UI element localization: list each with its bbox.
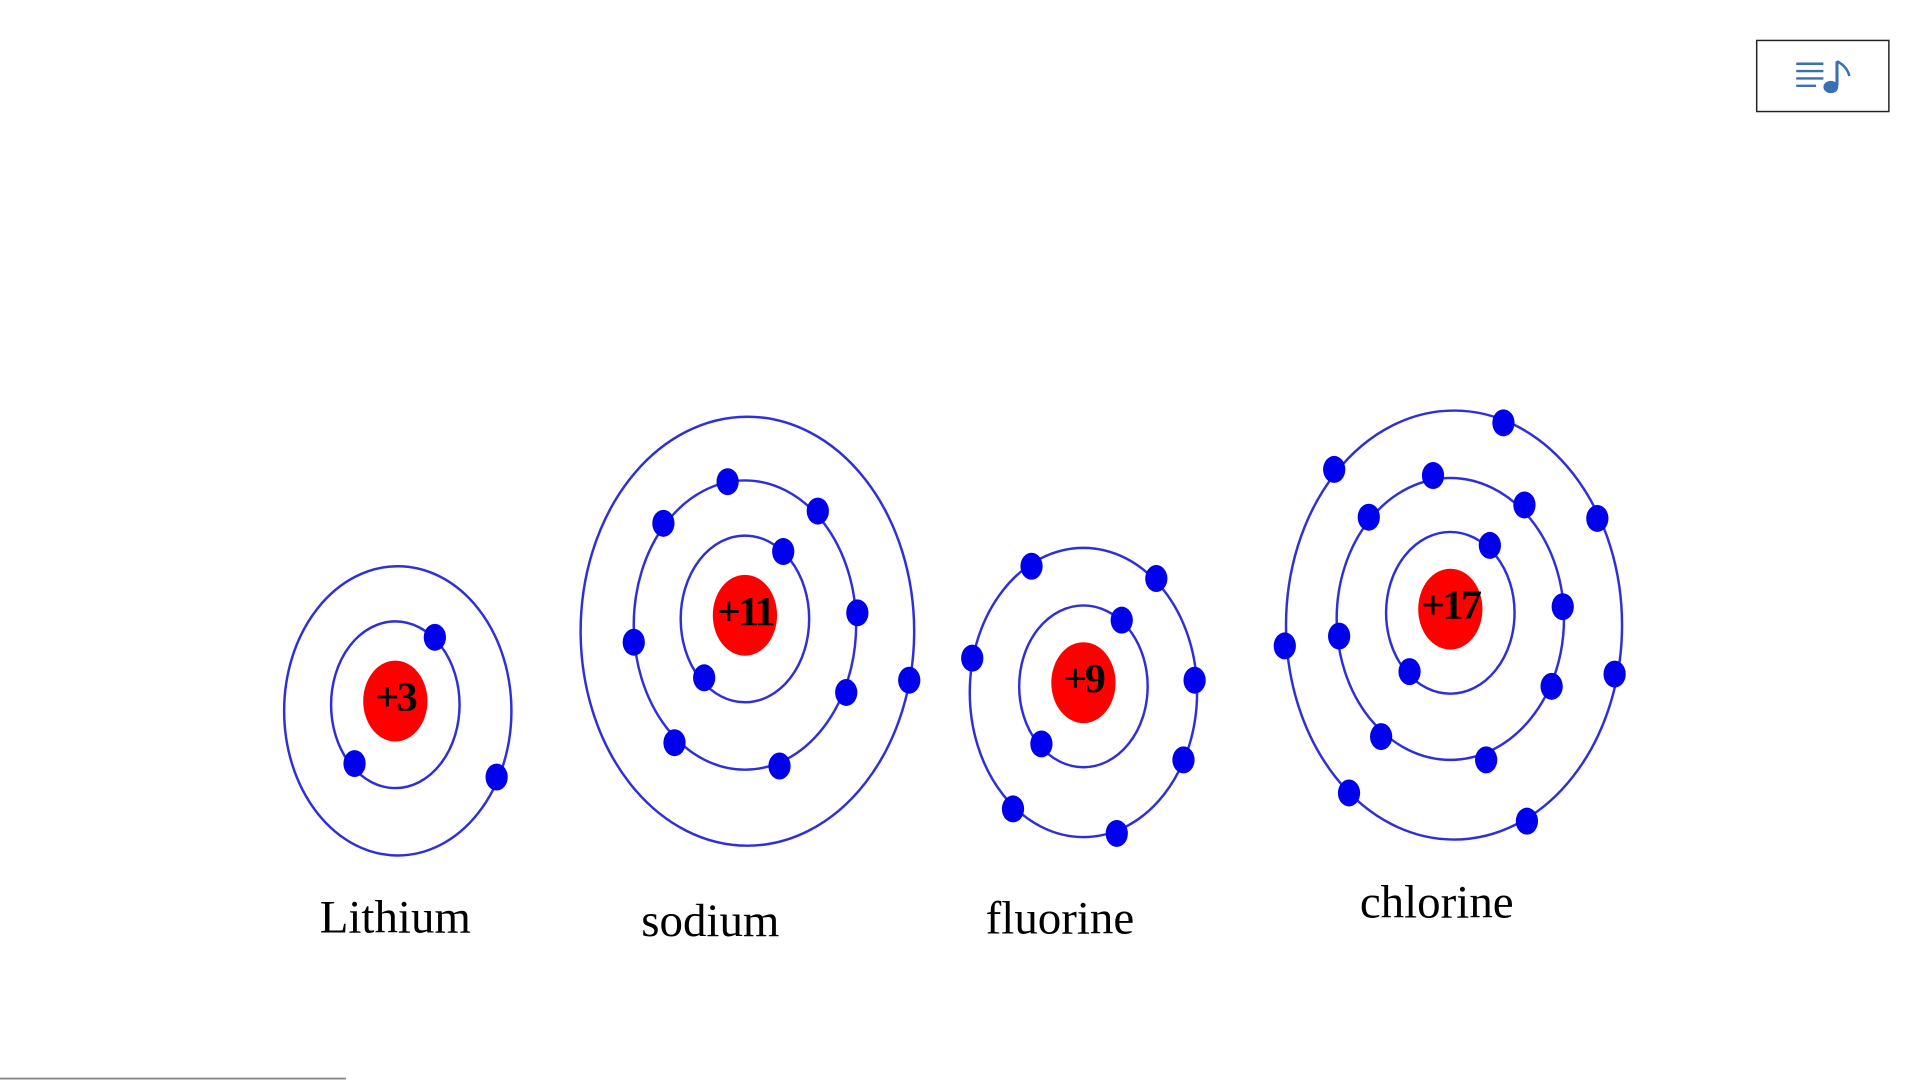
electron: [423, 623, 446, 651]
electron: [1145, 565, 1168, 592]
electron: [1273, 632, 1296, 660]
orbit: [282, 565, 513, 857]
nucleus-charge: +3: [375, 675, 417, 721]
note-head: [1823, 80, 1839, 94]
electron: [768, 752, 791, 780]
nucleus: [1051, 642, 1116, 724]
element-name: Lithium: [320, 892, 471, 944]
playlist-icon: [1796, 60, 1851, 88]
electron: [1105, 819, 1128, 847]
nucleus: [712, 574, 778, 656]
electron: [1357, 503, 1380, 531]
electron: [1020, 552, 1043, 580]
electron: [652, 509, 675, 537]
orbit: [679, 534, 811, 704]
electron: [846, 599, 869, 627]
orbit: [1284, 409, 1624, 841]
electron: [1030, 730, 1053, 758]
electron: [1475, 746, 1498, 774]
electron: [1586, 504, 1609, 532]
nucleus-charge: +9: [1063, 656, 1105, 702]
electron: [1515, 807, 1539, 835]
orbit: [1384, 530, 1516, 695]
electron: [1421, 462, 1445, 490]
electron: [485, 763, 508, 791]
electron: [961, 644, 984, 672]
electron: [663, 729, 686, 757]
element-name: sodium: [641, 895, 779, 947]
electron: [772, 538, 795, 566]
element-name: fluorine: [986, 893, 1135, 945]
nucleus-charge: +11: [717, 589, 774, 635]
electron: [1183, 666, 1206, 694]
electron: [806, 497, 829, 525]
orbit: [1017, 604, 1149, 769]
orbit: [329, 620, 461, 790]
electron: [1603, 660, 1626, 688]
electron: [343, 750, 366, 778]
electron: [1478, 531, 1501, 559]
audio-button[interactable]: [1755, 39, 1890, 113]
electron: [1110, 606, 1133, 634]
electron: [1492, 409, 1515, 437]
electron: [1398, 658, 1421, 686]
electron: [898, 666, 921, 694]
button-frame[interactable]: [1755, 39, 1890, 113]
element-name: chlorine: [1360, 877, 1514, 929]
electron: [1370, 723, 1393, 751]
nucleus-charge: +17: [1421, 583, 1481, 629]
nucleus: [363, 660, 428, 742]
electron: [835, 678, 858, 706]
electron: [1172, 746, 1195, 774]
electron: [1337, 779, 1361, 807]
electron: [716, 468, 739, 496]
electron: [1323, 455, 1346, 483]
electron: [1513, 491, 1536, 519]
nucleus: [1418, 568, 1483, 650]
orbit: [579, 415, 916, 847]
electron: [1551, 593, 1574, 621]
electron: [1328, 622, 1351, 650]
electron: [622, 628, 645, 656]
electron: [693, 664, 716, 692]
electron: [1540, 672, 1563, 700]
electron: [1001, 795, 1025, 823]
